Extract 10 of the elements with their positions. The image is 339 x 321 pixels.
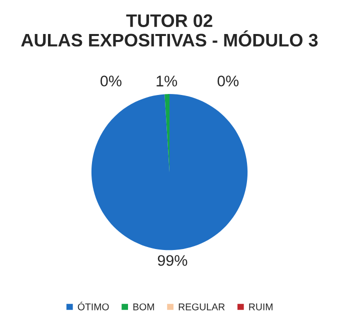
text: 0% bbox=[100, 76, 122, 86]
legend-label: REGULAR bbox=[178, 303, 225, 310]
legend-label: BOM bbox=[133, 303, 154, 310]
data-label: 99% bbox=[158, 255, 188, 266]
legend-label: ÓTIMO bbox=[78, 302, 109, 310]
data-label: 1% bbox=[156, 76, 178, 86]
pie-slice bbox=[91, 94, 248, 250]
chart-title: TUTOR 02 AULAS EXPOSITIVAS - MÓDULO 3 bbox=[21, 14, 318, 47]
text: 0% bbox=[218, 76, 239, 86]
legend-label: RUIM bbox=[249, 304, 272, 310]
